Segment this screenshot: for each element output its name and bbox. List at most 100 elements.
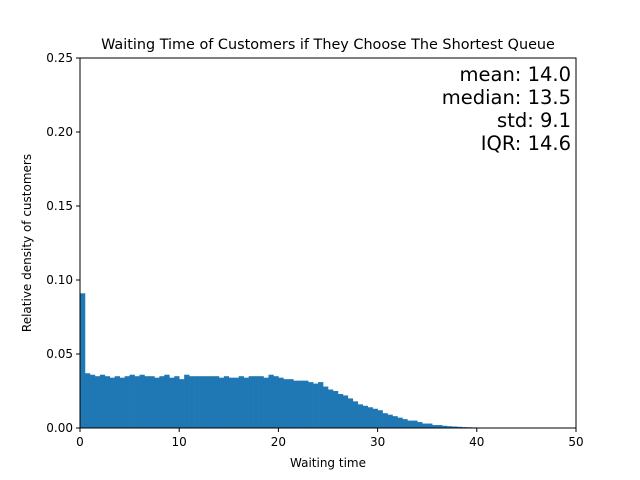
y-axis-label: Relative density of customers (20, 154, 34, 332)
histogram-bars (80, 293, 497, 428)
histogram-bar (432, 425, 438, 428)
histogram-bar (427, 423, 433, 428)
histogram-bar (119, 377, 125, 428)
histogram-bar (362, 405, 368, 428)
histogram-bar (437, 425, 443, 428)
histogram-bar (263, 377, 269, 428)
histogram-bar (273, 376, 279, 428)
histogram-bar (189, 376, 195, 428)
histogram-bar (89, 374, 96, 428)
stat-median: median: 13.5 (442, 86, 571, 109)
histogram-bar (357, 404, 364, 428)
histogram-bar (382, 413, 388, 428)
histogram-bar (258, 376, 264, 428)
stat-std: std: 9.1 (497, 109, 571, 132)
histogram-bar (323, 386, 329, 428)
histogram-bar (84, 373, 91, 428)
x-tick-label: 20 (271, 435, 286, 449)
x-tick-label: 40 (469, 435, 484, 449)
histogram-bar (204, 376, 210, 428)
histogram-bar (243, 377, 249, 428)
histogram-bar (109, 377, 116, 428)
y-tick-label: 0.00 (46, 421, 73, 435)
y-tick-label: 0.15 (46, 199, 73, 213)
histogram-bar (328, 389, 334, 428)
histogram-bar (129, 374, 135, 428)
histogram-bar (402, 419, 408, 428)
x-axis-ticks: 0 10 20 30 40 50 (76, 428, 584, 449)
histogram-bar (213, 376, 220, 428)
y-tick-label: 0.05 (46, 347, 73, 361)
histogram-bar (372, 408, 378, 428)
histogram-bar (149, 376, 155, 428)
x-tick-label: 0 (76, 435, 84, 449)
histogram-bar (283, 379, 289, 428)
histogram-bar (308, 382, 314, 428)
histogram-bar (367, 407, 373, 428)
histogram-bar (387, 414, 393, 428)
histogram-bar (278, 377, 284, 428)
histogram-bar (104, 376, 111, 428)
histogram-bar (218, 377, 225, 428)
histogram-bar (179, 379, 185, 428)
histogram-bar (114, 376, 120, 428)
chart-title: Waiting Time of Customers if They Choose… (101, 37, 555, 53)
histogram-bar (397, 417, 403, 428)
histogram-bar (313, 383, 319, 428)
histogram-bar (318, 382, 324, 428)
histogram-bar (139, 374, 145, 428)
stat-iqr: IQR: 14.6 (481, 132, 571, 155)
histogram-bar (332, 391, 339, 428)
histogram-bar (208, 376, 215, 428)
histogram-bar (124, 376, 130, 428)
histogram-bar (442, 425, 448, 428)
histogram-bar (223, 376, 230, 428)
y-tick-label: 0.25 (46, 51, 73, 65)
histogram-bar (80, 293, 86, 428)
histogram-bar (253, 376, 259, 428)
histogram-bar (199, 376, 205, 428)
histogram-bar (293, 380, 299, 428)
histogram-bar (184, 374, 190, 428)
histogram-bar (159, 376, 165, 428)
histogram-bar (228, 377, 235, 428)
histogram-bar (422, 423, 428, 428)
histogram-bar (233, 377, 240, 428)
histogram-bar (352, 401, 359, 428)
x-tick-label: 30 (370, 435, 385, 449)
histogram-bar (174, 376, 180, 428)
histogram-bar (94, 376, 101, 428)
histogram-bar (268, 374, 274, 428)
histogram-bar (417, 422, 423, 428)
histogram-bar (288, 379, 294, 428)
x-tick-label: 50 (568, 435, 583, 449)
y-tick-label: 0.20 (46, 125, 73, 139)
histogram-bar (407, 420, 413, 428)
histogram-bar (99, 374, 106, 428)
histogram-bar (238, 376, 244, 428)
y-tick-label: 0.10 (46, 273, 73, 287)
plot-frame (79, 57, 577, 429)
histogram-bar (164, 374, 170, 428)
x-axis-label: Waiting time (290, 456, 366, 470)
histogram-bar (347, 398, 354, 428)
histogram-bar (452, 426, 458, 428)
histogram-bar (392, 416, 398, 428)
histogram-bar (134, 376, 140, 428)
histogram-bar (377, 410, 383, 428)
histogram-bar (447, 426, 453, 428)
histogram-bar (298, 380, 304, 428)
y-axis-ticks: 0.00 0.05 0.10 0.15 0.20 0.25 (46, 51, 80, 435)
histogram-bar (194, 376, 200, 428)
histogram-bar (412, 420, 418, 428)
histogram-bar (154, 377, 160, 428)
histogram-bar (337, 393, 344, 428)
stat-mean: mean: 14.0 (460, 63, 572, 86)
histogram-bar (144, 376, 150, 428)
x-tick-label: 10 (172, 435, 187, 449)
histogram-bar (456, 426, 463, 428)
histogram-bar (248, 376, 254, 428)
stats-annotation: mean: 14.0 median: 13.5 std: 9.1 IQR: 14… (442, 63, 571, 155)
histogram-bar (342, 395, 349, 428)
